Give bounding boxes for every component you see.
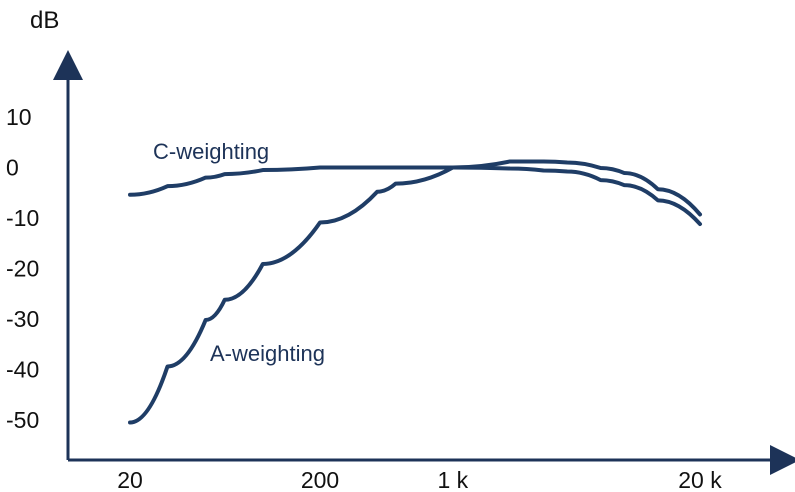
c-weighting-line (128, 165, 702, 227)
y-tick-label: -10 (6, 205, 39, 231)
y-axis-unit-label: dB (30, 7, 59, 34)
y-tick-label: -30 (6, 306, 39, 332)
y-tick-label: 10 (6, 104, 32, 130)
series-layer (128, 159, 702, 425)
x-tick-label: 1 k (437, 467, 468, 492)
y-tick-label: -50 (6, 407, 39, 433)
x-tick-label: 20 k (678, 467, 722, 492)
a-weighting-line (128, 159, 702, 425)
x-tick-label: 200 (301, 467, 339, 492)
labels-layer: dB C-weighting A-weighting (30, 7, 325, 366)
x-tick-label: 20 (117, 467, 143, 492)
c-weighting-label: C-weighting (153, 139, 269, 164)
y-tick-label: -40 (6, 357, 39, 383)
a-weighting-label: A-weighting (210, 341, 325, 366)
axes-layer: 10 0 -10 -20 -30 -40 -50 20 200 1 k 20 k (6, 50, 795, 492)
y-tick-label: -20 (6, 256, 39, 282)
y-tick-label: 0 (6, 155, 19, 181)
